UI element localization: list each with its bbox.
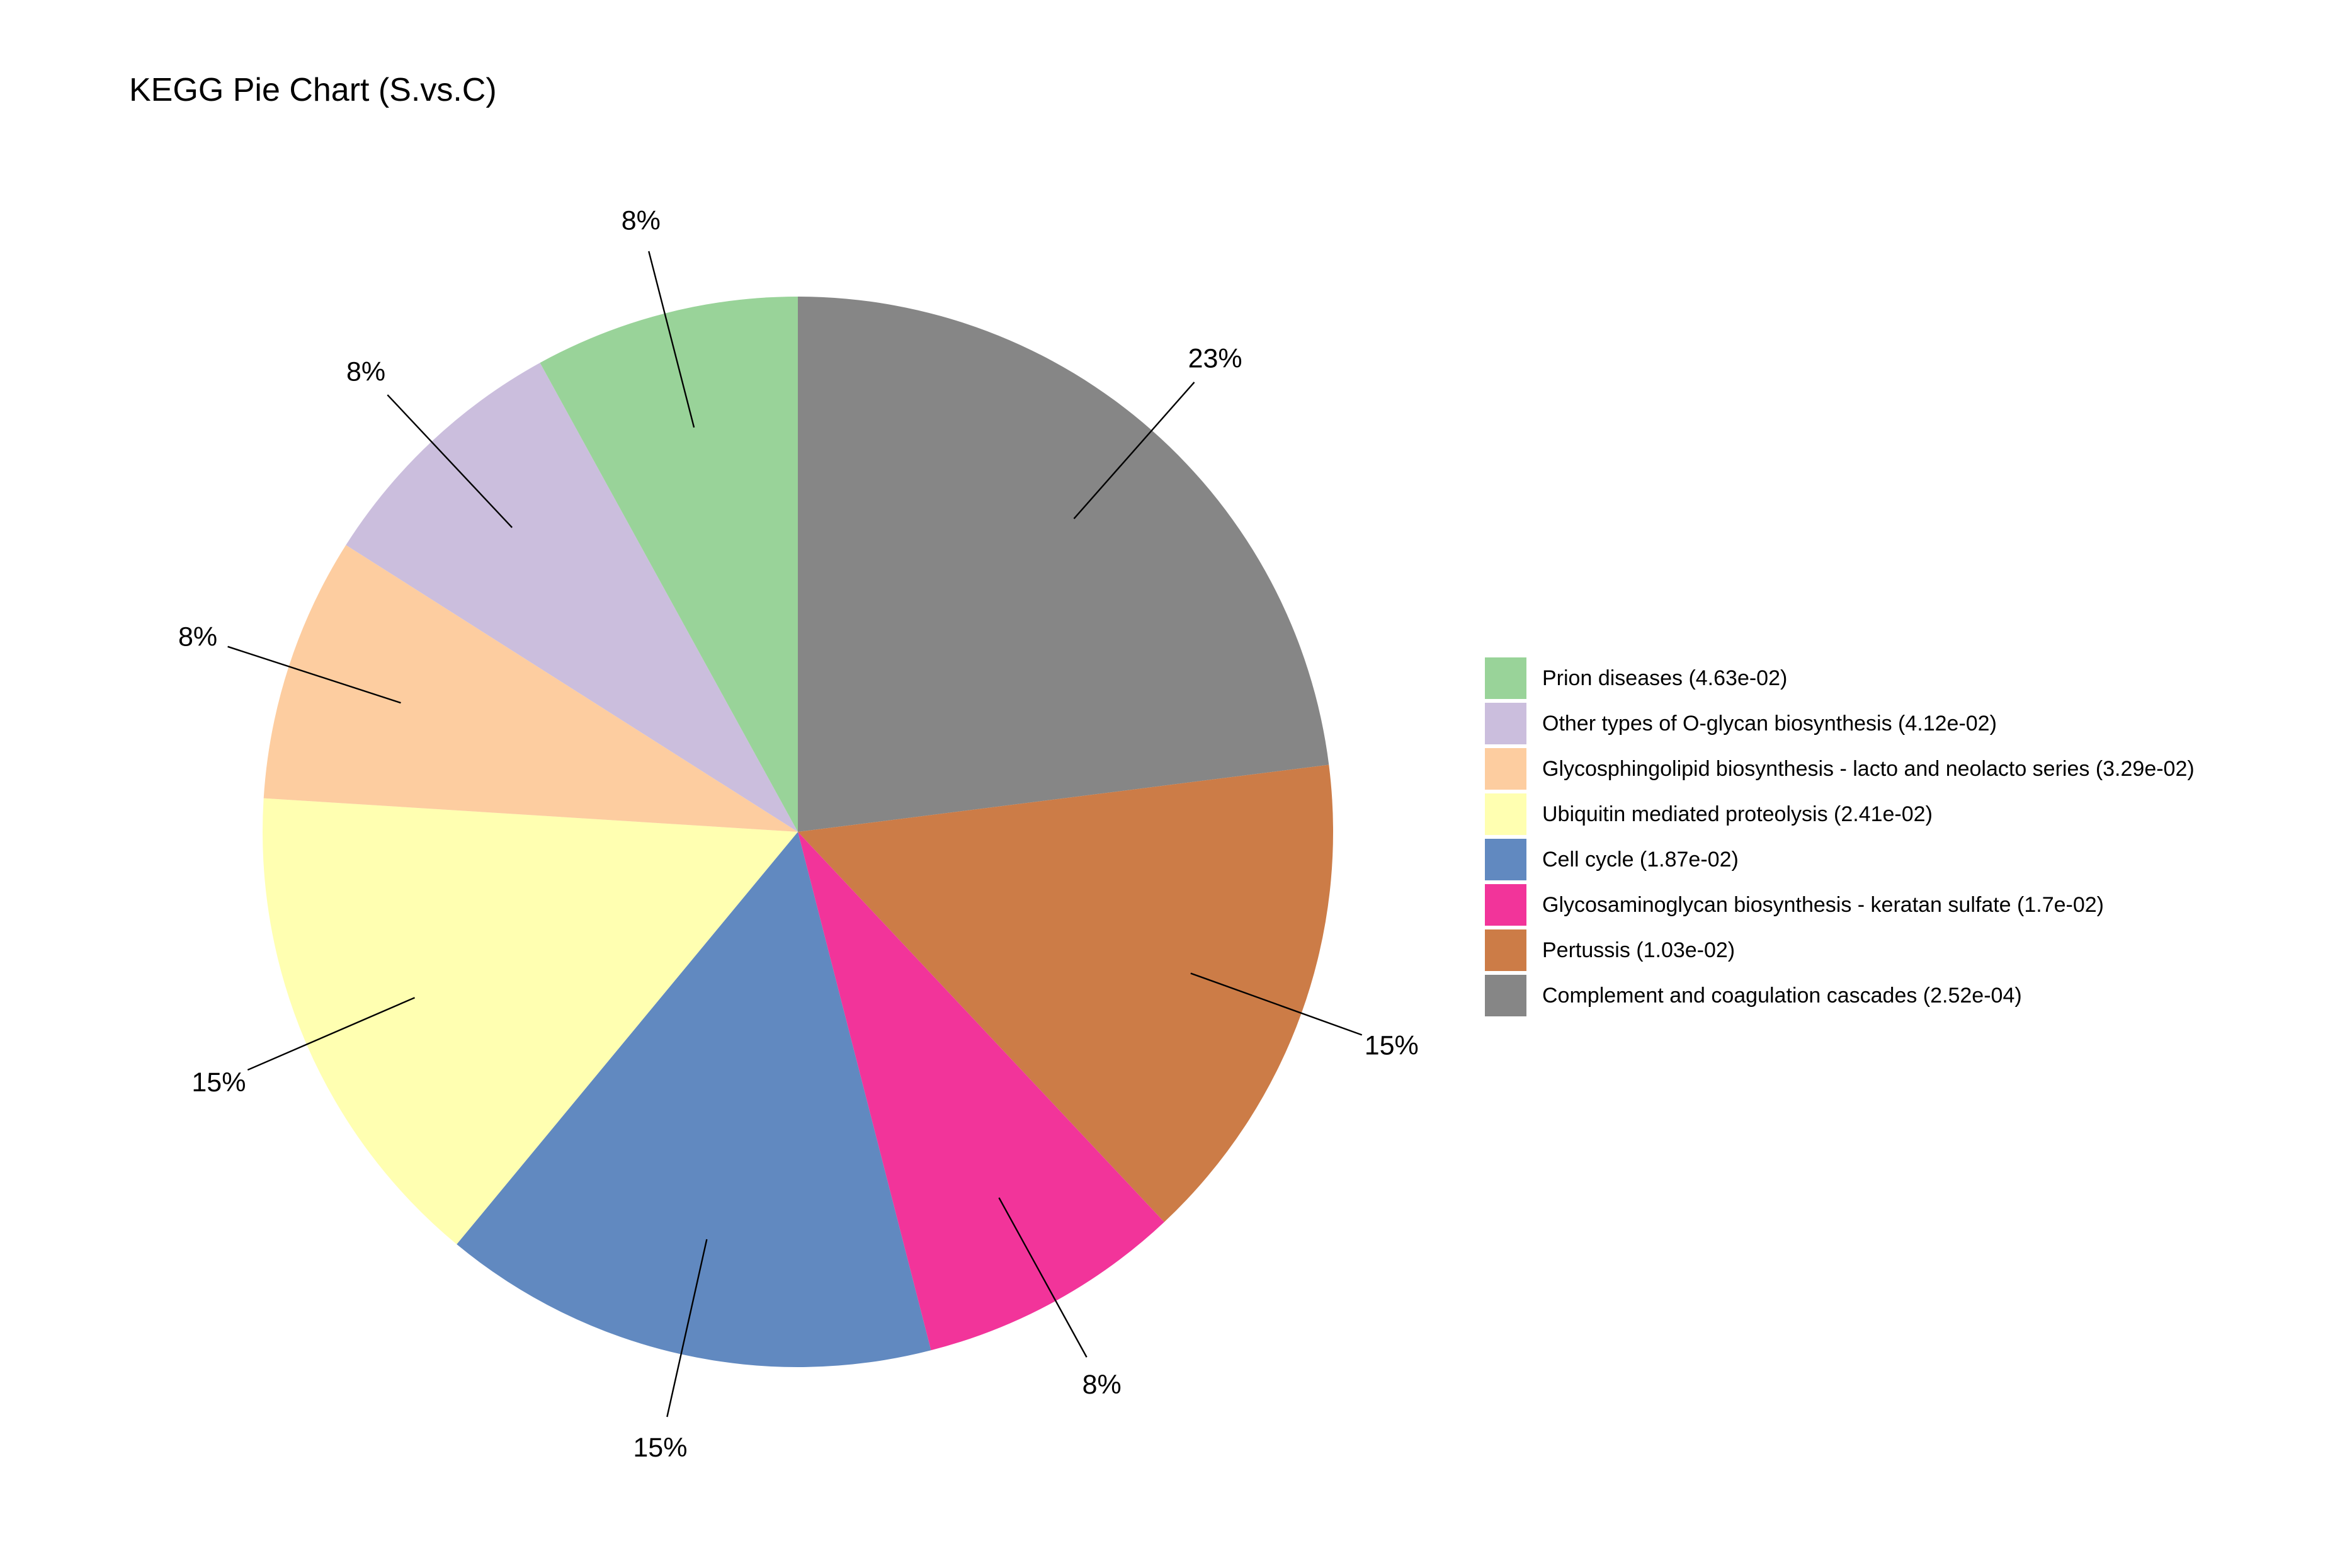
legend-swatch-5 (1485, 839, 1526, 880)
pie-slice-4 (457, 832, 931, 1367)
legend-swatch-3 (1485, 748, 1526, 790)
slice-percent-label-6: 8% (178, 622, 217, 652)
legend: Prion diseases (4.63e-02) Other types of … (1485, 657, 2195, 1016)
legend-swatch-6 (1485, 884, 1526, 926)
legend-swatch-7 (1485, 929, 1526, 971)
legend-label-7: Pertussis (1.03e-02) (1542, 938, 1735, 962)
pie-leader-lines (227, 251, 1363, 1417)
legend-swatch-4 (1485, 793, 1526, 835)
pie-slice-2 (798, 764, 1333, 1222)
leader-line-3 (998, 1197, 1088, 1358)
pie-slice-6 (263, 545, 798, 832)
slice-percent-label-1: 23% (1188, 343, 1242, 373)
pie-slice-1 (798, 297, 1329, 832)
pie-percent-labels: 23% 15% 8% 15% 15% 8% 8% 8% (178, 205, 1419, 1462)
leader-line-2 (1190, 972, 1363, 1036)
slice-percent-label-3: 8% (1082, 1370, 1122, 1400)
slice-percent-label-8: 8% (622, 205, 661, 236)
pie-slice-5 (263, 798, 798, 1244)
pie-slice-7 (346, 363, 798, 832)
legend-label-2: Other types of O-glycan biosynthesis (4.… (1542, 712, 1997, 736)
pie-slice-8 (540, 297, 798, 832)
legend-label-6: Glycosaminoglycan biosynthesis - keratan… (1542, 893, 2104, 917)
slice-percent-label-2: 15% (1365, 1030, 1419, 1060)
leader-line-1 (1073, 382, 1195, 520)
leader-line-6 (227, 645, 401, 704)
legend-label-1: Prion diseases (4.63e-02) (1542, 666, 1787, 690)
slice-percent-label-5: 15% (191, 1067, 246, 1098)
pie-slices (263, 297, 1333, 1367)
legend-label-3: Glycosphingolipid biosynthesis - lacto a… (1542, 757, 2195, 781)
pie-slice-3 (798, 832, 1164, 1351)
legend-swatch-2 (1485, 703, 1526, 744)
leader-line-5 (247, 997, 416, 1071)
leader-line-7 (387, 394, 513, 528)
slice-percent-label-4: 15% (633, 1433, 687, 1463)
leader-line-4 (666, 1239, 708, 1417)
legend-label-5: Cell cycle (1.87e-02) (1542, 848, 1739, 872)
legend-swatch-1 (1485, 657, 1526, 699)
chart-title: KEGG Pie Chart (S.vs.C) (129, 72, 497, 108)
legend-label-8: Complement and coagulation cascades (2.5… (1542, 984, 2022, 1008)
legend-label-4: Ubiquitin mediated proteolysis (2.41e-02… (1542, 802, 1933, 826)
leader-line-8 (648, 251, 695, 428)
legend-swatch-8 (1485, 975, 1526, 1016)
slice-percent-label-7: 8% (346, 357, 385, 387)
